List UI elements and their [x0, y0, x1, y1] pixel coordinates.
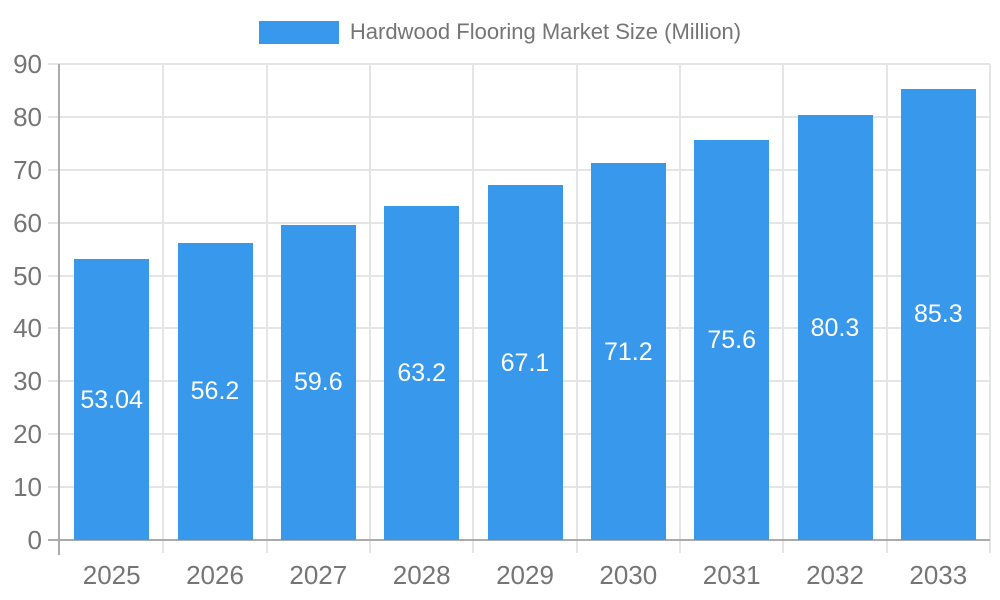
- bar-2031[interactable]: [694, 140, 770, 540]
- y-axis-tick: [48, 63, 60, 65]
- y-axis-tick: [48, 380, 60, 383]
- x-axis-tick: [782, 540, 785, 553]
- gridline-vertical: [575, 64, 578, 540]
- bar-2033[interactable]: [900, 88, 976, 540]
- x-axis-tick: [265, 540, 268, 553]
- bar-value-label: 71.2: [603, 337, 653, 366]
- gridline-vertical: [265, 64, 268, 540]
- gridline-vertical: [369, 64, 371, 540]
- y-axis-tick: [48, 168, 60, 171]
- bar-2026[interactable]: [177, 242, 253, 540]
- bar-value-label: 75.6: [707, 326, 756, 355]
- y-axis-tick: [48, 115, 60, 118]
- bar-2027[interactable]: [280, 224, 356, 540]
- legend-label: Hardwood Flooring Market Size (Million): [349, 19, 742, 44]
- y-axis-label-20: 20: [13, 419, 42, 450]
- x-axis-tick: [575, 540, 578, 553]
- x-axis-tick: [989, 540, 991, 553]
- bar-value-label: 59.6: [293, 368, 343, 397]
- x-axis-tick: [369, 540, 371, 553]
- gridline-vertical: [679, 64, 681, 540]
- x-axis-label-2030: 2030: [599, 560, 658, 590]
- bar-value-label: 85.3: [913, 300, 963, 329]
- bar-2029[interactable]: [487, 185, 563, 540]
- bar-2032[interactable]: [797, 115, 873, 540]
- y-axis-label-10: 10: [13, 472, 42, 503]
- y-axis-tick: [48, 327, 60, 330]
- x-axis-tick: [885, 540, 888, 553]
- gridline-vertical: [885, 64, 888, 540]
- y-axis-tick: [48, 539, 60, 541]
- y-axis-tick: [48, 433, 60, 436]
- y-axis-label-30: 30: [13, 366, 42, 397]
- x-axis-label-2033: 2033: [909, 560, 968, 590]
- y-axis-tick: [48, 221, 60, 224]
- y-axis-line: [58, 64, 60, 555]
- x-axis-tick: [162, 540, 165, 553]
- legend-swatch: [258, 20, 339, 44]
- bar-2030[interactable]: [590, 163, 666, 540]
- legend-item[interactable]: Hardwood Flooring Market Size (Million): [0, 19, 1000, 45]
- x-axis-label-2029: 2029: [496, 560, 554, 590]
- x-axis-label-2032: 2032: [806, 560, 864, 590]
- gridline-vertical: [782, 64, 785, 540]
- y-axis-label-40: 40: [13, 313, 42, 344]
- x-axis-label-2027: 2027: [289, 560, 348, 590]
- y-axis-label-60: 60: [13, 207, 42, 238]
- bar-value-label: 63.2: [397, 358, 446, 387]
- gridline-vertical: [162, 64, 165, 540]
- y-axis-labels: 0 10 20 30 40 50 60 70 80 90: [0, 49, 42, 555]
- plot-area: 53.04 2025 56.2 2026 59.6 2027 63.2 2028 67.1 202…: [48, 63, 991, 590]
- x-axis-label-2026: 2026: [186, 560, 244, 590]
- y-axis-label-50: 50: [13, 260, 42, 291]
- gridline-horizontal: [60, 63, 990, 65]
- gridline-vertical: [472, 64, 475, 540]
- bar-value-label: 53.04: [80, 385, 143, 414]
- bar-2028[interactable]: [384, 205, 460, 540]
- gridline-horizontal: [60, 115, 990, 118]
- y-axis-label-80: 80: [13, 101, 42, 132]
- x-axis-tick: [679, 540, 681, 553]
- bar-value-label: 56.2: [190, 377, 240, 406]
- x-axis-tick: [472, 540, 475, 553]
- bar-value-label: 80.3: [810, 313, 860, 342]
- x-axis-label-2031: 2031: [702, 560, 761, 590]
- y-axis-tick: [48, 274, 60, 277]
- x-axis-label-2028: 2028: [392, 560, 451, 590]
- y-axis-tick: [48, 486, 60, 489]
- y-axis-label-70: 70: [13, 154, 42, 185]
- bar-value-label: 67.1: [500, 348, 550, 377]
- y-axis-label-90: 90: [13, 49, 42, 79]
- x-axis-line: [60, 539, 990, 541]
- x-axis-label-2025: 2025: [82, 560, 141, 590]
- y-axis-label-0: 0: [27, 525, 42, 555]
- bar-2025[interactable]: [74, 259, 150, 540]
- gridline-vertical: [989, 64, 991, 540]
- gridline-horizontal: [60, 168, 990, 171]
